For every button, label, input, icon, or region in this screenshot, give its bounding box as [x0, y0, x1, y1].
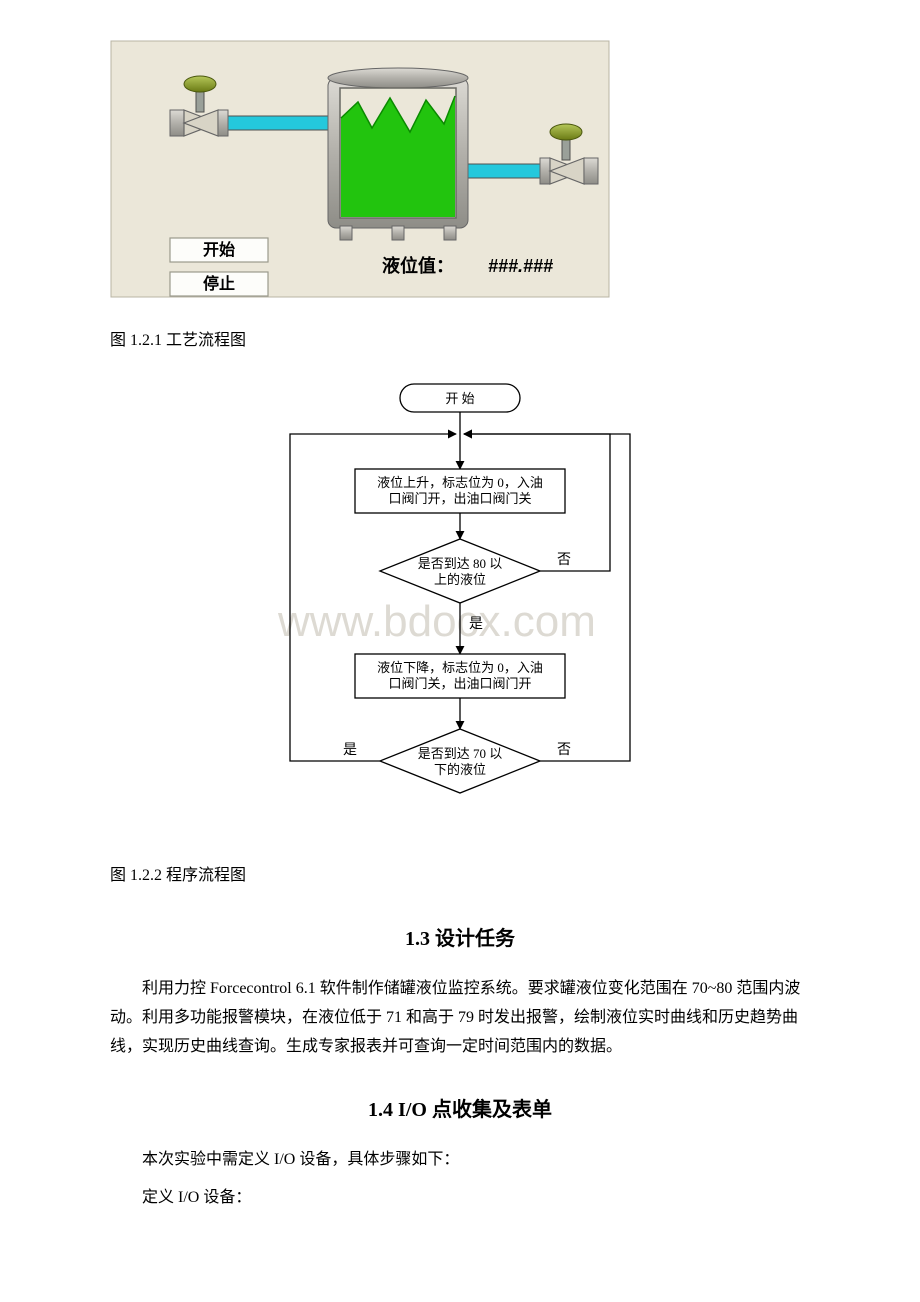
tank-foot: [392, 226, 404, 240]
stop-button[interactable]: 停止: [170, 272, 268, 296]
section-1-4-p1: 本次实验中需定义 I/O 设备，具体步骤如下：: [110, 1146, 810, 1175]
section-1-3-title: 1.3 设计任务: [80, 921, 840, 957]
flow-label-no-1: 否: [557, 553, 571, 568]
flow-node-d1-l2: 上的液位: [434, 572, 486, 587]
flow-node-p1-l1: 液位上升，标志位为 0，入油: [377, 475, 543, 490]
flow-node-d1-l1: 是否到达 80 以: [418, 556, 503, 571]
flowchart-figure: www.bdocx.com 开 始 液位上升，标志位为 0，入油 口阀门开，出油…: [80, 374, 840, 845]
tank-foot: [340, 226, 352, 240]
section-1-3-body: 利用力控 Forcecontrol 6.1 软件制作储罐液位监控系统。要求罐液位…: [110, 975, 810, 1061]
tank-foot: [444, 226, 456, 240]
start-button-label: 开始: [203, 240, 235, 259]
flow-node-p1-l2: 口阀门开，出油口阀门关: [388, 491, 531, 506]
flow-node-d2: [380, 729, 540, 793]
section-1-4-p2: 定义 I/O 设备：: [110, 1184, 810, 1213]
section-1-4-title: 1.4 I/O 点收集及表单: [80, 1092, 840, 1128]
inlet-pipe: [218, 116, 328, 130]
start-button[interactable]: 开始: [170, 238, 268, 262]
watermark-text: www.bdocx.com: [277, 597, 596, 646]
flow-label-yes-2: 是: [343, 743, 357, 758]
flow-node-start-text: 开 始: [445, 391, 474, 406]
flow-node-p2-l1: 液位下降，标志位为 0，入油: [377, 660, 543, 675]
stop-button-label: 停止: [203, 274, 235, 293]
flow-label-no-2: 否: [557, 743, 571, 758]
figure-2-caption: 图 1.2.2 程序流程图: [110, 862, 840, 891]
level-label: 液位值：: [382, 255, 454, 276]
process-diagram-figure: 开始 停止 液位值： ###.###: [110, 40, 840, 309]
flow-node-d1: [380, 539, 540, 603]
flowchart-svg: www.bdocx.com 开 始 液位上升，标志位为 0，入油 口阀门开，出油…: [250, 374, 670, 834]
flow-label-yes-1: 是: [469, 617, 483, 632]
page-content: 开始 停止 液位值： ###.### 图 1.2.1 工艺流程图 www.bdo…: [80, 40, 840, 1213]
flow-node-d2-l2: 下的液位: [434, 762, 486, 777]
level-value: ###.###: [488, 256, 553, 276]
figure-1-caption: 图 1.2.1 工艺流程图: [110, 327, 840, 356]
flow-node-p2-l2: 口阀门关，出油口阀门开: [388, 676, 531, 691]
tank-lid: [328, 68, 468, 88]
flow-node-d2-l1: 是否到达 70 以: [418, 746, 503, 761]
process-diagram-svg: 开始 停止 液位值： ###.###: [110, 40, 610, 298]
